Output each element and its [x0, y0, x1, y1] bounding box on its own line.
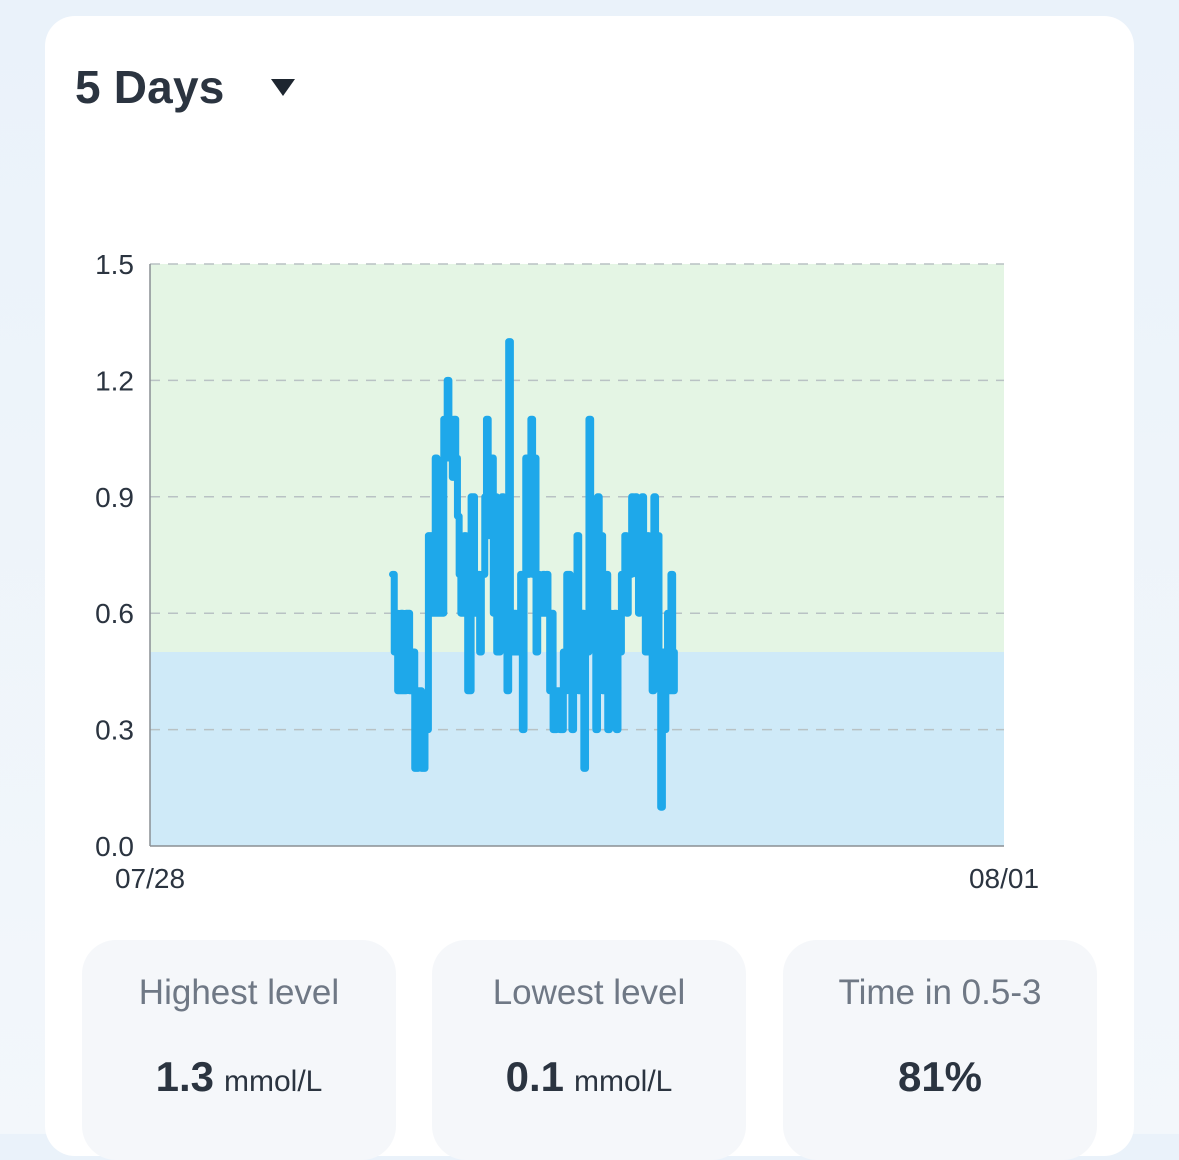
stat-card-time-in-range: Time in 0.5-3 81%	[783, 940, 1097, 1160]
x-tick-label-start: 07/28	[115, 863, 185, 894]
stat-number: 0.1	[505, 1053, 565, 1100]
range-dropdown[interactable]: 5 Days	[75, 60, 295, 114]
y-tick-label: 0.6	[95, 598, 134, 629]
stat-value: 81%	[783, 1053, 1097, 1101]
stat-value: 0.1 mmol/L	[432, 1053, 746, 1101]
caret-down-icon	[270, 78, 295, 96]
stat-unit: mmol/L	[574, 1065, 673, 1098]
stat-number: 1.3	[155, 1053, 215, 1100]
chart-grid	[150, 263, 1004, 731]
range-label: 5 Days	[75, 61, 225, 113]
y-tick-label: 0.9	[95, 482, 134, 513]
stat-title: Highest level	[138, 973, 340, 1012]
y-tick-label: 0.0	[95, 831, 134, 862]
y-tick-label: 0.3	[95, 715, 134, 746]
stat-value: 1.3 mmol/L	[82, 1053, 396, 1101]
glucose-line-chart: 0.0 0.3 0.6 0.9 1.2 1.5 07/28 08/01	[95, 249, 1039, 894]
stat-card-lowest: Lowest level 0.1 mmol/L	[432, 940, 746, 1160]
y-tick-label: 1.5	[95, 249, 134, 280]
x-tick-label-end: 08/01	[969, 863, 1039, 894]
stat-unit: mmol/L	[224, 1065, 323, 1098]
y-tick-label: 1.2	[95, 365, 134, 396]
y-tick-labels: 0.0 0.3 0.6 0.9 1.2 1.5	[95, 249, 134, 862]
stat-title: Time in 0.5-3	[838, 973, 1042, 1012]
glucose-series-line	[389, 338, 678, 811]
stat-number: 81%	[897, 1053, 983, 1100]
stat-title: Lowest level	[492, 973, 686, 1012]
stat-card-highest: Highest level 1.3 mmol/L	[82, 940, 396, 1160]
